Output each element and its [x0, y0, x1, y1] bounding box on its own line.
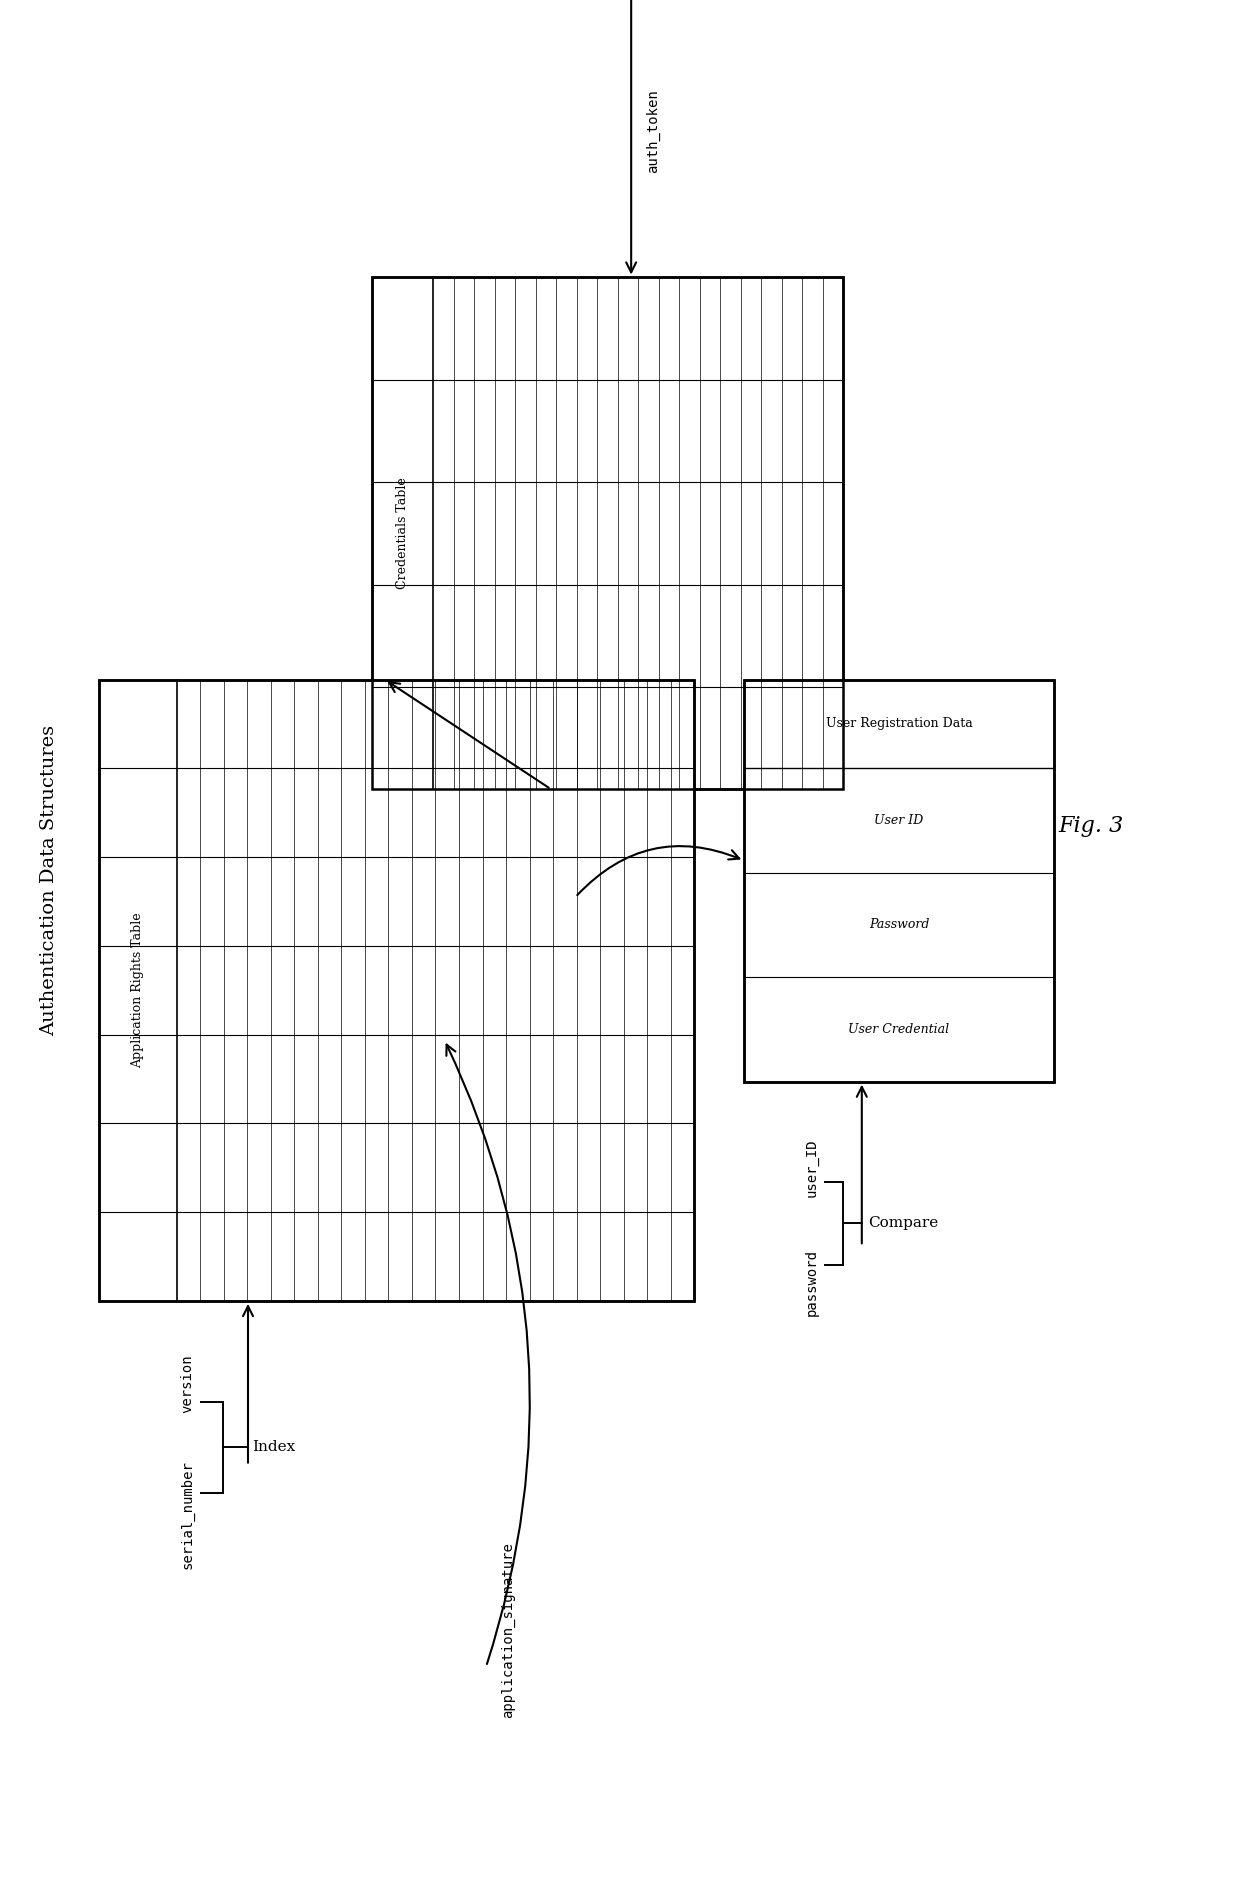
Text: Application Rights Table: Application Rights Table — [131, 913, 144, 1067]
Text: Password: Password — [869, 918, 929, 932]
Text: Index: Index — [252, 1441, 295, 1454]
Text: User ID: User ID — [874, 815, 924, 826]
Text: password: password — [805, 1249, 818, 1316]
Text: Authentication Data Structures: Authentication Data Structures — [41, 724, 58, 1035]
Text: User Registration Data: User Registration Data — [826, 717, 972, 730]
Text: serial_number: serial_number — [181, 1460, 195, 1569]
Text: user_ID: user_ID — [805, 1139, 818, 1198]
Text: Compare: Compare — [868, 1216, 939, 1230]
Bar — [372, 277, 843, 788]
Bar — [99, 679, 694, 1301]
Text: Fig. 3: Fig. 3 — [1059, 815, 1123, 837]
Text: User Credential: User Credential — [848, 1022, 950, 1035]
Bar — [744, 679, 1054, 1083]
Bar — [372, 277, 843, 788]
Text: application_signature: application_signature — [501, 1543, 515, 1718]
Text: auth_token: auth_token — [646, 89, 660, 174]
Bar — [744, 679, 1054, 1083]
Text: Credentials Table: Credentials Table — [396, 477, 409, 588]
Bar — [99, 679, 694, 1301]
Text: version: version — [181, 1354, 195, 1413]
